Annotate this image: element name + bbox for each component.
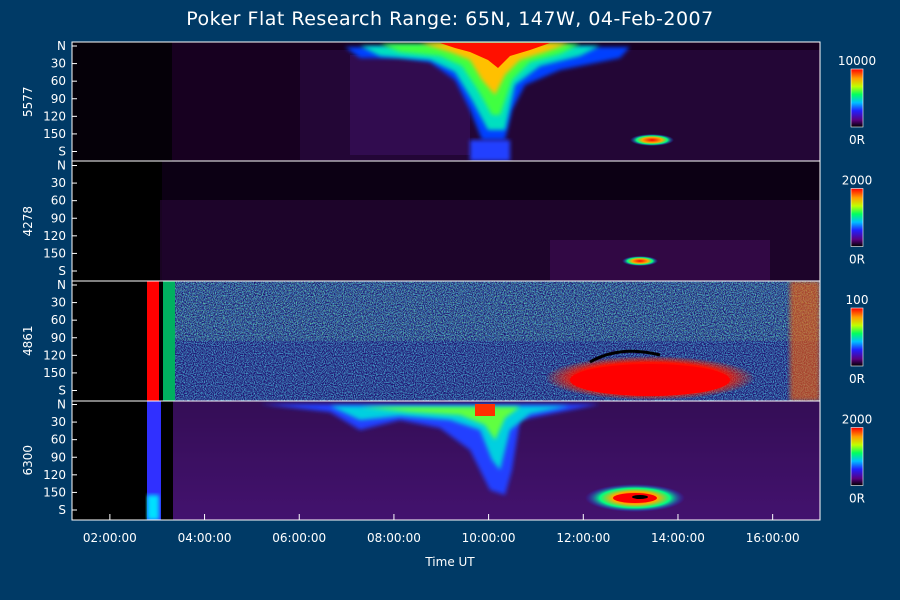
panel-5577-image xyxy=(72,42,820,161)
y-tick-label: S xyxy=(58,503,66,517)
colorbar xyxy=(850,188,864,247)
y-tick-label: 150 xyxy=(43,246,66,260)
y-tick-label: 120 xyxy=(43,348,66,362)
x-tick-label: 12:00:00 xyxy=(556,531,610,545)
y-tick-label: N xyxy=(57,39,66,53)
x-tick-label: 06:00:00 xyxy=(272,531,326,545)
x-axis-ticks: 02:00:00 04:00:00 06:00:00 08:00:00 10:00:00… xyxy=(83,514,800,545)
colorbar xyxy=(850,68,864,128)
x-tick-label: 14:00:00 xyxy=(651,531,705,545)
y-tick-label: 150 xyxy=(43,127,66,141)
y-tick-label: 90 xyxy=(51,450,66,464)
panel-4861-image xyxy=(72,281,820,401)
y-tick-label: 150 xyxy=(43,366,66,380)
colorbar-min-label: 0R xyxy=(849,253,865,267)
y-tick-label: 150 xyxy=(43,485,66,499)
y-tick-label: 90 xyxy=(51,92,66,106)
y-tick-label: 60 xyxy=(51,313,66,327)
y-tick-label: 30 xyxy=(51,176,66,190)
y-tick-label: 120 xyxy=(43,229,66,243)
colorbar xyxy=(850,427,864,486)
panel-labels: 5577 4278 4861 6300 xyxy=(21,86,35,475)
y-tick-label: 30 xyxy=(51,296,66,310)
panel-label: 5577 xyxy=(21,86,35,117)
panel-6300-image xyxy=(72,401,820,520)
x-tick-label: 10:00:00 xyxy=(462,531,516,545)
y-tick-label: S xyxy=(58,264,66,278)
colorbars: 10000 0R 2000 0R 100 0R 2000 0R xyxy=(838,54,876,506)
x-axis-label: Time UT xyxy=(425,555,475,569)
y-tick-label: 30 xyxy=(51,57,66,71)
panel-label: 4278 xyxy=(21,206,35,237)
y-tick-label: 60 xyxy=(51,74,66,88)
y-tick-label: 90 xyxy=(51,331,66,345)
y-tick-label: N xyxy=(57,398,66,412)
colorbar xyxy=(850,307,864,367)
panel-label: 4861 xyxy=(21,325,35,356)
colorbar-max-label: 10000 xyxy=(838,54,876,68)
chart-title: Poker Flat Research Range: 65N, 147W, 04… xyxy=(186,8,714,30)
y-tick-label: 30 xyxy=(51,415,66,429)
y-tick-label: 60 xyxy=(51,194,66,208)
colorbar-max-label: 100 xyxy=(846,293,869,307)
y-tick-label: 90 xyxy=(51,211,66,225)
y-tick-label: S xyxy=(58,384,66,398)
y-tick-label: 120 xyxy=(43,468,66,482)
x-tick-label: 02:00:00 xyxy=(83,531,137,545)
colorbar-min-label: 0R xyxy=(849,492,865,506)
y-tick-label: N xyxy=(57,159,66,173)
colorbar-min-label: 0R xyxy=(849,372,865,386)
colorbar-min-label: 0R xyxy=(849,133,865,147)
y-tick-label: S xyxy=(58,145,66,159)
x-tick-label: 04:00:00 xyxy=(178,531,232,545)
colorbar-max-label: 2000 xyxy=(842,174,873,188)
y-tick-label: 60 xyxy=(51,433,66,447)
y-axis-ticks: N306090120150SN306090120150SN30609012015… xyxy=(43,39,77,517)
y-tick-label: 120 xyxy=(43,109,66,123)
panel-4278-image xyxy=(72,161,820,281)
x-tick-label: 16:00:00 xyxy=(746,531,800,545)
y-tick-label: N xyxy=(57,278,66,292)
x-tick-label: 08:00:00 xyxy=(367,531,421,545)
colorbar-max-label: 2000 xyxy=(842,413,873,427)
panel-label: 6300 xyxy=(21,445,35,476)
